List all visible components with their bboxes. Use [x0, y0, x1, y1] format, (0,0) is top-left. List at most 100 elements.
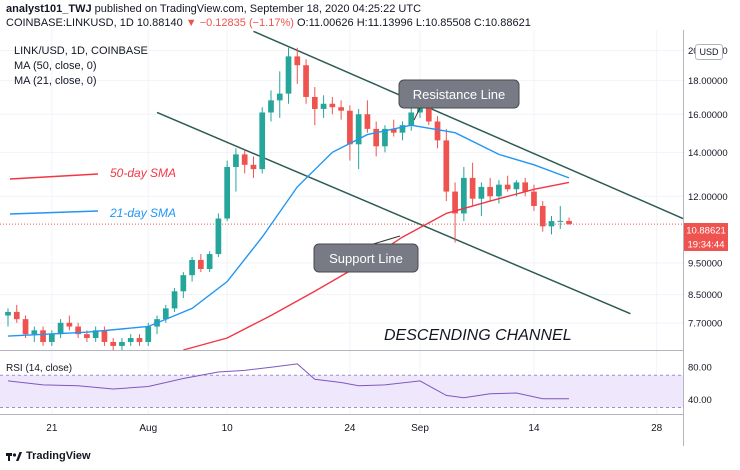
candle [92, 326, 99, 342]
candle [294, 47, 301, 84]
publish-line: analyst101_TWJ published on TradingView.… [6, 2, 421, 16]
candle-body [303, 65, 309, 97]
candle-body [40, 330, 46, 342]
last-price-tag [684, 223, 728, 237]
candle [382, 125, 388, 153]
candle [136, 334, 143, 346]
candle-body [5, 311, 11, 316]
price-tick-label: 16.00000 [688, 110, 728, 121]
candle [206, 251, 213, 273]
time-tick-label: Aug [139, 423, 157, 434]
candle [13, 304, 20, 323]
candle [215, 213, 222, 257]
candle [478, 182, 485, 216]
candle-body [127, 338, 134, 342]
candle-body [443, 140, 450, 192]
candle-body [75, 326, 81, 335]
candle [566, 217, 572, 225]
candle-body [101, 330, 108, 342]
candle [233, 148, 239, 192]
candle [57, 319, 64, 339]
resistance-label: Resistance Line [413, 87, 506, 102]
price-tick-label: 8.50000 [688, 290, 722, 301]
candle-body [478, 186, 485, 199]
candle-body [539, 205, 546, 227]
time-tick-label: 10 [222, 423, 234, 434]
rsi-line [7, 363, 569, 400]
candle [180, 272, 187, 299]
candle [311, 87, 318, 126]
currency-button[interactable]: USD [695, 44, 723, 60]
candle-body [329, 103, 336, 108]
publisher-name[interactable]: analyst101_TWJ [6, 3, 92, 15]
tradingview-logo[interactable]: TradingView [6, 450, 91, 462]
candle [496, 180, 502, 204]
last-price-value: 10.88621 [686, 226, 726, 237]
candle-body [198, 259, 204, 269]
candle [276, 71, 283, 118]
candle-body [452, 191, 458, 214]
symbol-line: COINBASE:LINKUSD, 1D 10.88140 ▼ −0.12835… [6, 16, 531, 30]
candle [48, 330, 55, 346]
candle [127, 334, 134, 346]
candle [285, 47, 292, 104]
candle-body [136, 338, 143, 342]
candle [539, 201, 546, 232]
candle-body [110, 341, 117, 346]
candle-body [504, 184, 511, 190]
candle-body [355, 114, 362, 145]
channel-annotation: DESCENDING CHANNEL [384, 327, 572, 344]
candle [171, 288, 178, 312]
sma21-annotation: 21-day SMA [109, 206, 176, 220]
support-callout[interactable]: Support Line [313, 235, 419, 273]
candle-body [31, 330, 38, 335]
candle [75, 322, 81, 339]
candle-body [496, 184, 502, 197]
candle [154, 315, 160, 335]
legend-ma50: MA (50, close, 0) [14, 60, 97, 72]
ohlc-values: O:11.00626 H:11.13996 L:10.85508 C:10.88… [296, 17, 531, 29]
candle-body [311, 96, 318, 109]
candle-body [347, 110, 353, 145]
time-tick-label: Sep [411, 423, 429, 434]
time-tick-label: 24 [344, 423, 356, 434]
candle-body [566, 220, 572, 225]
price-tick-label: 18.00000 [688, 76, 728, 87]
candle-body [434, 121, 441, 141]
candle [347, 105, 353, 161]
candle [390, 119, 397, 137]
candle-body [250, 164, 257, 170]
published-text: published on TradingView.com, September … [94, 3, 422, 15]
candle [443, 128, 450, 202]
rsi-legend: RSI (14, close) [6, 363, 72, 374]
candle-body [513, 182, 520, 190]
candle [399, 121, 406, 141]
price-tick-label: 7.70000 [688, 318, 722, 329]
ma21-line [7, 124, 570, 337]
candle [329, 96, 336, 115]
candle-body [276, 93, 283, 101]
time-tick-label: 21 [46, 423, 58, 434]
candle-body [180, 275, 187, 292]
candlestick-series [5, 47, 572, 350]
candle [5, 308, 11, 327]
candle-body [338, 107, 344, 111]
candle [487, 177, 493, 202]
tradingview-logo-icon [6, 452, 22, 462]
candle-body [162, 308, 169, 320]
tradingview-brand: TradingView [26, 450, 91, 462]
candle-body [233, 154, 239, 167]
countdown-tag [684, 237, 728, 251]
candle [40, 326, 46, 346]
candle-body [460, 177, 467, 214]
price-tick-label: 14.00000 [688, 148, 728, 159]
candle [268, 90, 274, 122]
resistance-callout[interactable]: Resistance Line [398, 79, 520, 121]
candle [189, 256, 195, 282]
support-label: Support Line [329, 251, 403, 266]
rsi-axis-ticks: 80.00 40.00 [688, 363, 712, 406]
candle-body [241, 154, 248, 165]
candle-body [268, 100, 274, 113]
candle-body [425, 103, 432, 122]
